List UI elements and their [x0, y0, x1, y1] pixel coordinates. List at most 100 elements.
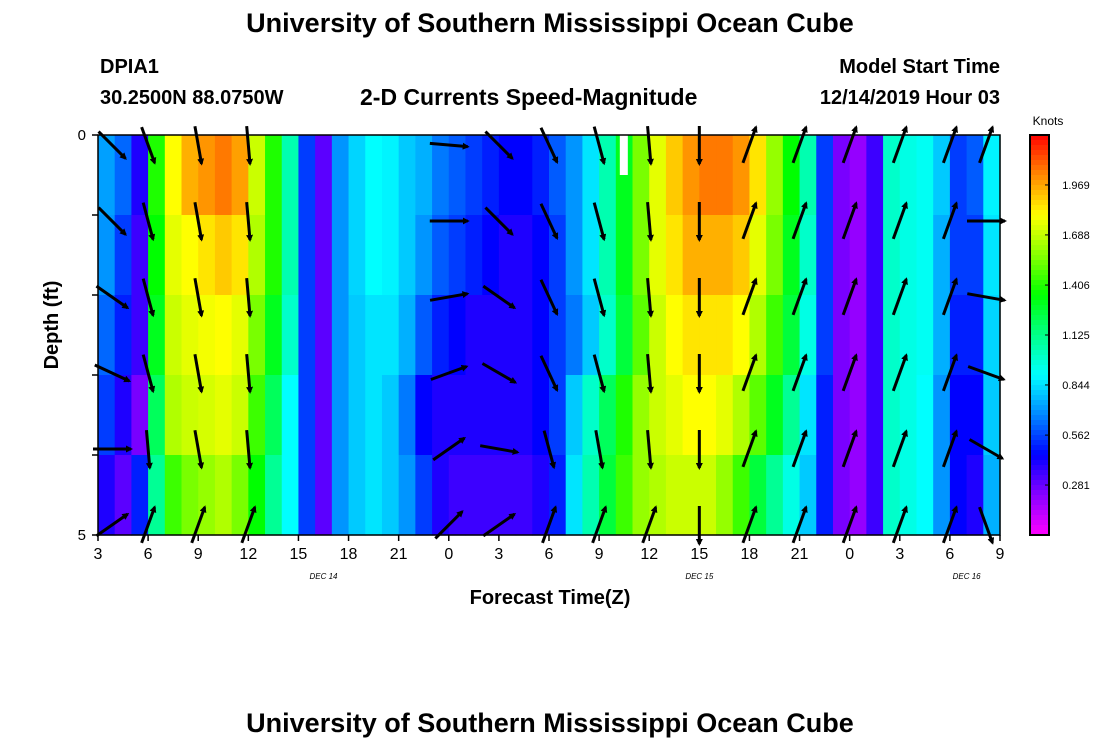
current-vector-arrow [141, 354, 156, 394]
x-tick-label: 6 [144, 546, 153, 563]
heatmap-cell [883, 295, 901, 376]
colorbar-segment [1030, 180, 1049, 186]
colorbar-segment [1030, 300, 1049, 306]
colorbar-segment [1030, 380, 1049, 386]
heatmap-cell [983, 215, 1001, 296]
colorbar-segment [1030, 150, 1049, 156]
heatmap-cell [916, 295, 934, 376]
current-vector-arrow [539, 279, 559, 317]
colorbar-segment [1030, 445, 1049, 451]
current-vector-arrow [141, 278, 156, 318]
heatmap-cell [498, 295, 517, 376]
heatmap-cell [164, 295, 183, 376]
colorbar-tick-label: 1.406 [1062, 280, 1090, 292]
heatmap-cell [665, 215, 684, 296]
heatmap-cell [98, 375, 116, 456]
heatmap-cell [849, 135, 867, 216]
heatmap-cell [482, 455, 500, 536]
heatmap-cell [432, 455, 450, 536]
current-vector-arrow [539, 203, 559, 241]
heatmap-cell [532, 215, 550, 296]
heatmap-cell [615, 295, 634, 376]
colorbar-segment [1030, 325, 1049, 331]
heatmap-cell [348, 455, 366, 536]
x-tick-label: 0 [444, 546, 453, 563]
heatmap-cell [949, 135, 968, 216]
heatmap-cell [565, 295, 584, 376]
colorbar-segment [1030, 480, 1049, 486]
current-vector-arrow [592, 202, 607, 242]
current-vector-arrow [434, 510, 464, 540]
heatmap-cell [565, 215, 584, 296]
current-vector-arrow [941, 277, 958, 316]
current-vector-arrow [481, 362, 518, 384]
colorbar-segment [1030, 390, 1049, 396]
colorbar-segment [1030, 235, 1049, 241]
colorbar-segment [1030, 195, 1049, 201]
current-vector-arrow [941, 429, 958, 468]
colorbar-segment [1030, 505, 1049, 511]
current-vector-arrow [245, 429, 254, 470]
colorbar-segment [1030, 160, 1049, 166]
heatmap-cell [281, 135, 300, 216]
heatmap-cell [248, 375, 266, 456]
heatmap-cell [532, 295, 550, 376]
colorbar-tick-label: 1.688 [1062, 230, 1090, 242]
heatmap-cell [265, 295, 283, 376]
heatmap-cell [665, 135, 684, 216]
heatmap-cell [933, 295, 951, 376]
colorbar-segment [1030, 365, 1049, 371]
current-vector-arrow [968, 438, 1005, 460]
heatmap-cell [832, 295, 851, 376]
heatmap-cell [866, 135, 884, 216]
heatmap-cell [632, 455, 650, 536]
colorbar-segment [1030, 155, 1049, 161]
heatmap-cell [632, 295, 650, 376]
colorbar-segment [1030, 205, 1049, 211]
heatmap-cell [816, 295, 834, 376]
heatmap-cell [448, 375, 467, 456]
colorbar-segment [1030, 310, 1049, 316]
heatmap-cell [782, 295, 801, 376]
heatmap-cell [816, 215, 834, 296]
colorbar-segment [1030, 245, 1049, 251]
heatmap-cell [766, 135, 784, 216]
current-vector-arrow [95, 284, 130, 310]
colorbar-segment [1030, 240, 1049, 246]
colorbar-segment [1030, 470, 1049, 476]
colorbar-segment [1030, 430, 1049, 436]
current-vector-arrow [891, 277, 908, 316]
heatmap-cell [749, 215, 767, 296]
heatmap-cell [482, 215, 500, 296]
colorbar-segment [1030, 440, 1049, 446]
heatmap-cell [398, 455, 416, 536]
heatmap-cell [348, 295, 366, 376]
colorbar-segment [1030, 275, 1049, 281]
heatmap-cell [298, 375, 316, 456]
heatmap-cell [966, 375, 984, 456]
current-vector-arrow [841, 125, 858, 164]
heatmap-cell [448, 295, 467, 376]
heatmap-cell [649, 295, 667, 376]
colorbar-segment [1030, 405, 1049, 411]
colorbar-segment [1030, 400, 1049, 406]
heatmap-cell [281, 375, 300, 456]
heatmap-cell [331, 295, 350, 376]
heatmap-cell [482, 295, 500, 376]
heatmap-cell [164, 135, 183, 216]
model-start-label: Model Start Time [839, 56, 1000, 78]
current-vector-arrow [978, 125, 995, 164]
heatmap-cell [248, 295, 266, 376]
heatmap-cell [916, 375, 934, 456]
colorbar-segment [1030, 145, 1049, 151]
heatmap-cell [532, 135, 550, 216]
x-tick-label: 9 [595, 546, 604, 563]
colorbar-segment [1030, 370, 1049, 376]
colorbar-segment [1030, 295, 1049, 301]
heatmap-cell [498, 375, 517, 456]
heatmap-cell [214, 375, 233, 456]
heatmap-cell [615, 375, 634, 456]
heatmap-cell [131, 375, 149, 456]
heatmap-cell [565, 455, 584, 536]
heatmap-cell [181, 455, 199, 536]
